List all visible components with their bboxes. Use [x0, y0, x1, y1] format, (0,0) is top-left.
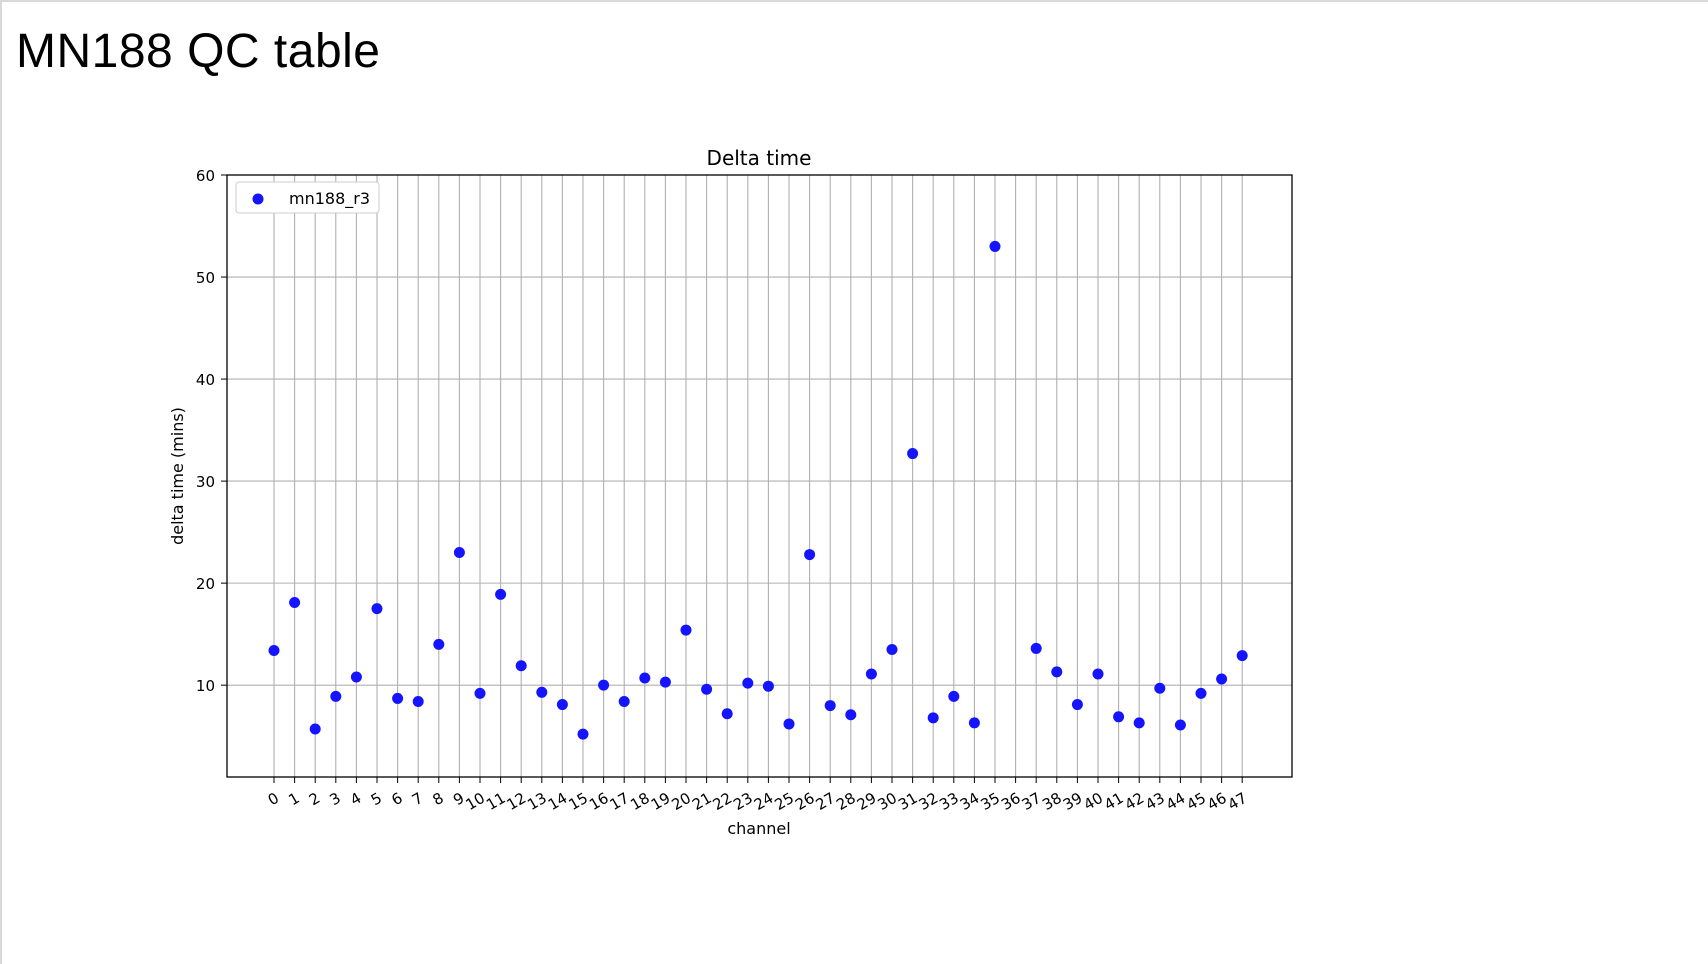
data-point — [1216, 673, 1228, 685]
x-tick-label: 8 — [430, 789, 447, 809]
data-point — [639, 672, 651, 684]
data-point — [907, 448, 919, 460]
data-point — [495, 588, 507, 600]
data-point — [680, 624, 692, 636]
data-point — [577, 728, 589, 740]
chart-title: Delta time — [707, 146, 812, 170]
data-point — [350, 671, 362, 683]
y-tick-label: 40 — [196, 371, 215, 389]
data-point — [268, 644, 280, 656]
data-point — [598, 679, 610, 691]
x-axis-ticks: 0 1 2 3 4 5 6 7 8 9101112131415161718192021222324… — [265, 777, 1250, 814]
y-tick-label: 30 — [196, 473, 215, 491]
data-point — [659, 676, 671, 688]
data-point — [1195, 687, 1207, 699]
data-point — [1154, 682, 1166, 694]
data-point — [783, 718, 795, 730]
legend: mn188_r3 — [235, 181, 380, 214]
x-tick-label: 7 — [409, 789, 426, 809]
data-point — [948, 690, 960, 702]
data-point — [515, 660, 527, 672]
y-tick-label: 60 — [196, 167, 215, 185]
data-point — [742, 677, 754, 689]
y-axis-label: delta time (mins) — [168, 407, 187, 545]
y-axis-ticks: 10 20 30 40 50 60 — [196, 167, 227, 695]
data-point — [433, 638, 445, 650]
data-point — [1113, 711, 1125, 723]
data-point — [330, 690, 342, 702]
data-point — [536, 686, 548, 698]
data-point — [1174, 719, 1186, 731]
data-point — [1071, 699, 1083, 711]
legend-marker — [252, 193, 264, 205]
x-tick-label: 3 — [327, 789, 344, 809]
data-point — [721, 708, 733, 720]
data-point — [618, 695, 630, 707]
x-tick-label: 47 — [1225, 789, 1251, 814]
data-point — [845, 709, 857, 721]
data-point — [474, 687, 486, 699]
x-tick-label: 2 — [306, 789, 323, 809]
data-point — [968, 717, 980, 729]
data-point — [289, 597, 301, 609]
y-tick-label: 20 — [196, 575, 215, 593]
x-tick-label: 1 — [285, 789, 302, 809]
data-point — [1133, 717, 1145, 729]
data-point — [412, 695, 424, 707]
x-tick-label: 4 — [347, 789, 364, 809]
data-point — [804, 549, 816, 561]
data-point — [1051, 666, 1063, 678]
x-tick-label: 0 — [265, 789, 282, 809]
data-point — [701, 683, 713, 695]
data-point — [865, 668, 877, 680]
plot-frame — [226, 174, 1293, 778]
data-point — [1236, 650, 1248, 662]
data-point — [556, 699, 568, 711]
data-point — [824, 700, 836, 712]
data-point — [392, 692, 404, 704]
data-point — [1030, 642, 1042, 654]
y-tick-label: 50 — [196, 269, 215, 287]
data-point — [886, 643, 898, 655]
data-point — [927, 712, 939, 724]
data-point — [1092, 668, 1104, 680]
legend-label: mn188_r3 — [289, 189, 370, 209]
legend-frame — [235, 181, 380, 214]
data-point — [309, 723, 321, 735]
x-axis-label: channel — [727, 819, 790, 838]
x-tick-label: 6 — [388, 789, 405, 809]
grid-lines — [227, 174, 1292, 777]
x-tick-label: 5 — [368, 789, 385, 809]
data-points — [268, 240, 1248, 740]
data-point — [989, 240, 1001, 252]
slide-title: MN188 QC table — [16, 25, 381, 78]
data-point — [371, 603, 383, 615]
data-point — [453, 547, 465, 559]
data-point — [762, 680, 774, 692]
y-tick-label: 10 — [196, 677, 215, 695]
